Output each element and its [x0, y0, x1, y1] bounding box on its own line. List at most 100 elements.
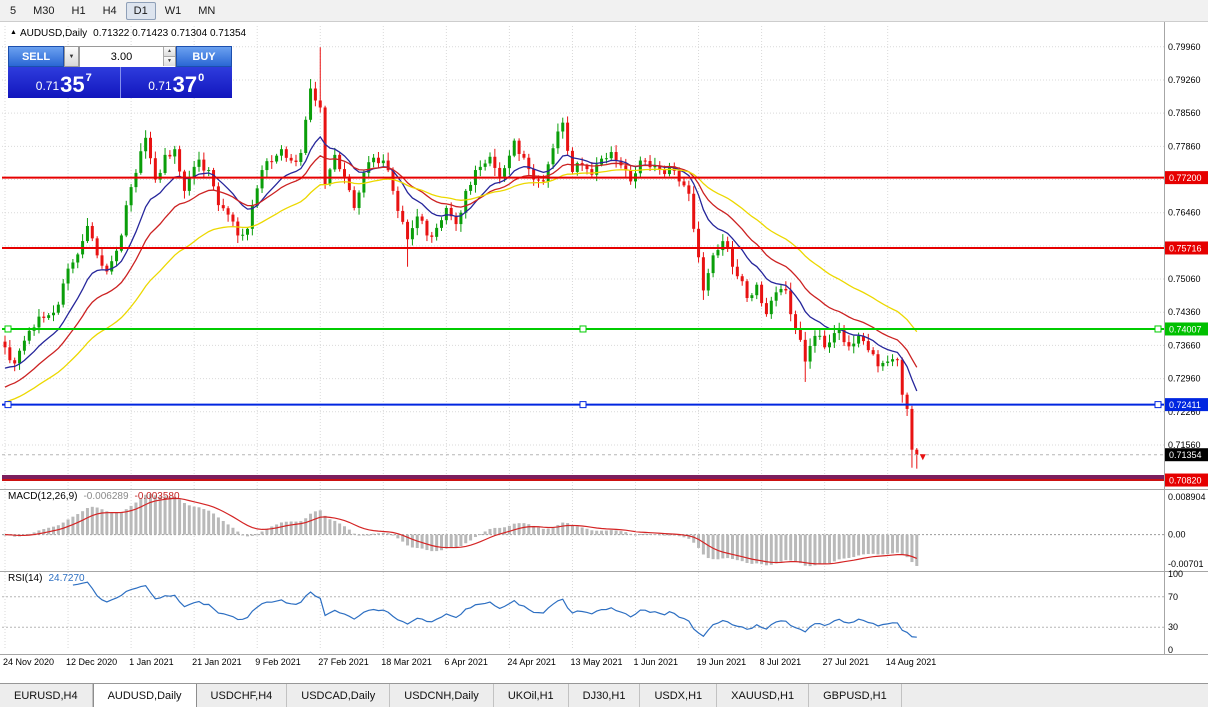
volume-input[interactable]	[80, 47, 175, 67]
tab-usdx-h1[interactable]: USDX,H1	[640, 684, 718, 707]
bid-price-sup: 7	[85, 72, 92, 84]
timeframe-m30[interactable]: M30	[33, 4, 55, 17]
timeframe-mn[interactable]: MN	[198, 4, 216, 17]
sell-button[interactable]: SELL	[8, 46, 64, 67]
timeframe-toolbar: 5 M30 H1 H4 D1 W1 MN	[0, 0, 1208, 22]
buy-button[interactable]: BUY	[176, 46, 232, 67]
rsi-pane	[2, 581, 1164, 638]
tab-audusd-daily[interactable]: AUDUSD,Daily	[92, 684, 197, 707]
tab-eurusd-h4[interactable]: EURUSD,H4	[0, 684, 93, 707]
svg-text:0.008904: 0.008904	[1168, 492, 1206, 502]
svg-text:13 May 2021: 13 May 2021	[570, 657, 622, 667]
ma-mid-line	[4, 154, 918, 388]
svg-text:100: 100	[1168, 569, 1183, 579]
svg-text:-0.00701: -0.00701	[1168, 559, 1204, 569]
tab-ukoil-h1[interactable]: UKOil,H1	[494, 684, 569, 707]
macd-main-value: -0.006289	[83, 491, 129, 502]
svg-text:9 Feb 2021: 9 Feb 2021	[255, 657, 301, 667]
timeframe-5[interactable]: 5	[10, 4, 17, 17]
svg-text:21 Jan 2021: 21 Jan 2021	[192, 657, 242, 667]
svg-text:0.79260: 0.79260	[1168, 75, 1201, 85]
chart-symbol-period: AUDUSD,Daily	[19, 28, 88, 39]
svg-text:8 Jul 2021: 8 Jul 2021	[760, 657, 802, 667]
tab-dj30-h1[interactable]: DJ30,H1	[569, 684, 641, 707]
timeframe-d1[interactable]: D1	[125, 1, 156, 20]
svg-text:0.76460: 0.76460	[1168, 208, 1201, 218]
tab-usdchf-h4[interactable]: USDCHF,H4	[197, 684, 288, 707]
macd-name: MACD(12,26,9)	[8, 491, 78, 502]
rsi-name: RSI(14)	[8, 573, 43, 584]
macd-pane	[2, 493, 1164, 567]
svg-text:0.72411: 0.72411	[1169, 400, 1201, 410]
ma-fast-line	[4, 135, 918, 392]
svg-text:0.70820: 0.70820	[1169, 476, 1202, 486]
tab-usdcnh-daily[interactable]: USDCNH,Daily	[390, 684, 494, 707]
chart-tab-bar: EURUSD,H4 AUDUSD,Daily USDCHF,H4 USDCAD,Dai…	[0, 683, 1208, 707]
svg-text:0: 0	[1168, 645, 1173, 655]
timeframe-w1[interactable]: W1	[164, 4, 182, 17]
timeframe-h1[interactable]: H1	[71, 4, 86, 17]
svg-text:18 Mar 2021: 18 Mar 2021	[381, 657, 432, 667]
svg-text:14 Aug 2021: 14 Aug 2021	[886, 657, 937, 667]
bid-price-display[interactable]: 0.71 35 7	[8, 67, 121, 98]
tab-usdcad-daily[interactable]: USDCAD,Daily	[287, 684, 391, 707]
ask-price-display[interactable]: 0.71 37 0	[120, 67, 232, 98]
svg-text:24 Nov 2020: 24 Nov 2020	[3, 657, 54, 667]
svg-text:0.72960: 0.72960	[1168, 374, 1201, 384]
svg-text:0.71560: 0.71560	[1168, 440, 1201, 450]
svg-text:0.77860: 0.77860	[1168, 141, 1201, 151]
chart-ohlc-values: 0.71322 0.71423 0.71304 0.71354	[93, 28, 247, 39]
pane-separators[interactable]	[0, 22, 1208, 655]
svg-text:0.72260: 0.72260	[1168, 407, 1201, 417]
svg-text:19 Jun 2021: 19 Jun 2021	[697, 657, 747, 667]
svg-text:27 Jul 2021: 27 Jul 2021	[823, 657, 870, 667]
svg-text:27 Feb 2021: 27 Feb 2021	[318, 657, 369, 667]
svg-text:0.75716: 0.75716	[1169, 243, 1202, 253]
bid-price-prefix: 0.71	[35, 79, 60, 93]
sell-arrow-marker	[919, 454, 926, 461]
rsi-indicator-label: RSI(14) 24.7270	[8, 573, 85, 584]
svg-text:0.71354: 0.71354	[1169, 450, 1202, 460]
svg-text:1 Jan 2021: 1 Jan 2021	[129, 657, 174, 667]
chart-ohlc-header: ▲ AUDUSD,Daily 0.71322 0.71423 0.71304 0.7…	[10, 28, 246, 39]
volume-increase-button[interactable]: ▲	[163, 47, 175, 56]
ma-slow-line	[4, 168, 918, 404]
svg-text:0.77200: 0.77200	[1169, 173, 1202, 183]
one-click-trading-panel: SELL ▼ ▲ ▼ BUY 0.71 35 7 0.71 37 0	[8, 46, 232, 98]
svg-text:0.74007: 0.74007	[1169, 324, 1202, 334]
rsi-value: 24.7270	[48, 573, 85, 584]
bid-ask-row: 0.71 35 7 0.71 37 0	[8, 67, 232, 98]
svg-text:6 Apr 2021: 6 Apr 2021	[444, 657, 488, 667]
volume-spinner: ▲ ▼	[163, 47, 175, 66]
volume-dropdown-button[interactable]: ▼	[64, 46, 79, 67]
tab-gbpusd-h1[interactable]: GBPUSD,H1	[809, 684, 902, 707]
svg-text:70: 70	[1168, 592, 1178, 602]
svg-text:24 Apr 2021: 24 Apr 2021	[507, 657, 556, 667]
macd-indicator-label: MACD(12,26,9) -0.006289 -0.003580	[8, 491, 180, 502]
time-axis[interactable]: 24 Nov 2020 12 Dec 2020 1 Jan 2021 21 Jan 2…	[3, 657, 936, 667]
svg-text:0.75060: 0.75060	[1168, 274, 1201, 284]
ask-price-sup: 0	[198, 72, 205, 84]
tab-xauusd-h1[interactable]: XAUUSD,H1	[717, 684, 810, 707]
svg-text:0.78560: 0.78560	[1168, 108, 1201, 118]
bid-price-big: 35	[60, 72, 85, 97]
svg-text:0.73660: 0.73660	[1168, 340, 1201, 350]
svg-text:30: 30	[1168, 622, 1178, 632]
ask-price-big: 37	[172, 72, 198, 97]
candles-layer	[3, 47, 919, 469]
price-axis[interactable]: 0.79960 0.79260 0.78560 0.77860 0.76460 0.757…	[1165, 42, 1208, 655]
ask-price-prefix: 0.71	[148, 79, 172, 93]
horizontal-lines-layer[interactable]	[2, 176, 1164, 482]
svg-text:0.00: 0.00	[1168, 530, 1186, 540]
volume-decrease-button[interactable]: ▼	[163, 56, 175, 66]
timeframe-h4[interactable]: H4	[102, 4, 117, 17]
svg-text:0.79960: 0.79960	[1168, 42, 1201, 52]
chart-symbol-icon: ▲	[10, 29, 17, 36]
trade-controls-row: SELL ▼ ▲ ▼ BUY	[8, 46, 232, 67]
svg-text:12 Dec 2020: 12 Dec 2020	[66, 657, 117, 667]
svg-text:1 Jun 2021: 1 Jun 2021	[634, 657, 679, 667]
volume-field: ▲ ▼	[79, 46, 176, 67]
macd-signal-value: -0.003580	[134, 491, 180, 502]
